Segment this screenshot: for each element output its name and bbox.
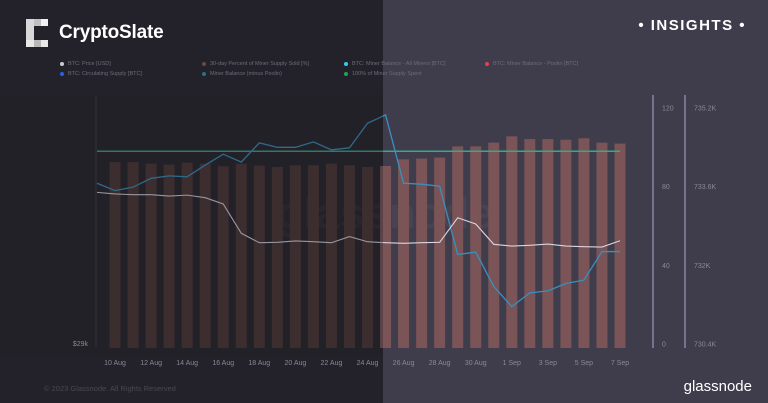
bar bbox=[578, 138, 590, 348]
right-axis-tick: 732K bbox=[694, 263, 711, 270]
price-line bbox=[96, 191, 621, 248]
legend-label: 100% of Miner Supply Spent bbox=[352, 71, 422, 77]
legend-item[interactable]: BTC: Miner Balance - Poolin [BTC] bbox=[485, 61, 578, 67]
x-axis-tick: 28 Aug bbox=[429, 360, 451, 367]
bar bbox=[289, 165, 301, 348]
bar bbox=[109, 162, 121, 348]
bar bbox=[506, 136, 518, 348]
left-axis-tick: 40 bbox=[662, 263, 670, 270]
right-axis-tick: 735.2K bbox=[694, 106, 717, 113]
legend-dot-icon bbox=[344, 72, 348, 76]
bar bbox=[145, 163, 157, 348]
legend-dot-icon bbox=[202, 62, 206, 66]
legend-item[interactable]: Miner Balance (minus Poolin) bbox=[202, 71, 282, 77]
legend-label: BTC: Miner Balance - Poolin [BTC] bbox=[493, 61, 578, 67]
cryptoslate-logo: CryptoSlate bbox=[26, 19, 164, 47]
legend-item[interactable]: 30-day Percent of Miner Supply Sold [%] bbox=[202, 61, 309, 67]
bar bbox=[524, 139, 536, 348]
bar bbox=[362, 167, 374, 348]
bar bbox=[253, 165, 265, 348]
legend-dot-icon bbox=[60, 62, 64, 66]
bar bbox=[596, 142, 608, 348]
bar bbox=[452, 146, 464, 348]
bar bbox=[343, 165, 355, 348]
x-axis-tick: 30 Aug bbox=[465, 360, 487, 367]
x-axis-tick: 26 Aug bbox=[393, 360, 415, 367]
bar bbox=[614, 143, 626, 348]
left-axis-tick: 120 bbox=[662, 106, 674, 113]
x-axis-tick: 20 Aug bbox=[284, 360, 306, 367]
bar bbox=[217, 166, 229, 348]
legend-item[interactable]: BTC: Miner Balance - All Miners [BTC] bbox=[344, 61, 446, 67]
brand-name: CryptoSlate bbox=[59, 22, 164, 43]
legend-label: 30-day Percent of Miner Supply Sold [%] bbox=[210, 61, 310, 67]
x-axis-tick: 18 Aug bbox=[248, 360, 270, 367]
bar bbox=[199, 163, 211, 348]
legend-dot-icon bbox=[202, 72, 206, 76]
bar bbox=[181, 162, 193, 348]
x-axis-tick: 5 Sep bbox=[575, 360, 593, 367]
bar bbox=[416, 158, 428, 348]
left-dim bbox=[0, 95, 383, 355]
glassnode-logo: glassnode bbox=[683, 378, 752, 395]
legend-label: Miner Balance (minus Poolin) bbox=[210, 71, 282, 77]
insights-label: • INSIGHTS • bbox=[638, 17, 746, 34]
x-axis-tick: 24 Aug bbox=[357, 360, 379, 367]
bar bbox=[542, 139, 554, 348]
copyright: © 2023 Glassnode. All Rights Reserved bbox=[44, 384, 176, 393]
x-axis-tick: 1 Sep bbox=[503, 360, 521, 367]
x-axis-tick: 3 Sep bbox=[539, 360, 557, 367]
bar bbox=[235, 163, 247, 348]
bar bbox=[163, 164, 175, 348]
legend-item[interactable]: BTC: Circulating Supply [BTC] bbox=[60, 71, 142, 77]
bar bbox=[560, 139, 572, 348]
bar bbox=[127, 162, 139, 348]
legend-dot-icon bbox=[60, 72, 64, 76]
bar bbox=[380, 166, 392, 348]
price-axis-tick: $29k bbox=[73, 341, 89, 348]
legend-dot-icon bbox=[344, 62, 348, 66]
highlight-overlay bbox=[383, 0, 768, 403]
left-axis-tick: 80 bbox=[662, 184, 670, 191]
miner-balance-line bbox=[96, 113, 620, 308]
legend-dot-icon bbox=[485, 62, 489, 66]
bar bbox=[434, 157, 446, 348]
insights-text: INSIGHTS bbox=[650, 17, 734, 34]
x-axis-tick: 12 Aug bbox=[140, 360, 162, 367]
legend-item[interactable]: 100% of Miner Supply Spent bbox=[344, 71, 422, 77]
right-axis-tick: 733.6K bbox=[694, 184, 717, 191]
bar bbox=[307, 165, 319, 348]
bar bbox=[398, 159, 410, 348]
legend-label: BTC: Miner Balance - All Miners [BTC] bbox=[352, 61, 446, 67]
x-axis-tick: 16 Aug bbox=[212, 360, 234, 367]
right-axis-tick: 730.4K bbox=[694, 342, 717, 349]
legend-item[interactable]: BTC: Price [USD] bbox=[60, 61, 111, 67]
x-axis-tick: 14 Aug bbox=[176, 360, 198, 367]
logo-mark-icon bbox=[26, 19, 48, 47]
x-axis-tick: 7 Sep bbox=[611, 360, 629, 367]
left-axis-tick: 0 bbox=[662, 342, 666, 349]
bar bbox=[470, 146, 482, 348]
legend-label: BTC: Circulating Supply [BTC] bbox=[68, 71, 142, 77]
x-axis-tick: 22 Aug bbox=[321, 360, 343, 367]
bar bbox=[325, 163, 337, 348]
bar bbox=[488, 142, 500, 348]
x-axis-tick: 10 Aug bbox=[104, 360, 126, 367]
legend-label: BTC: Price [USD] bbox=[68, 61, 111, 67]
bar bbox=[271, 167, 283, 348]
